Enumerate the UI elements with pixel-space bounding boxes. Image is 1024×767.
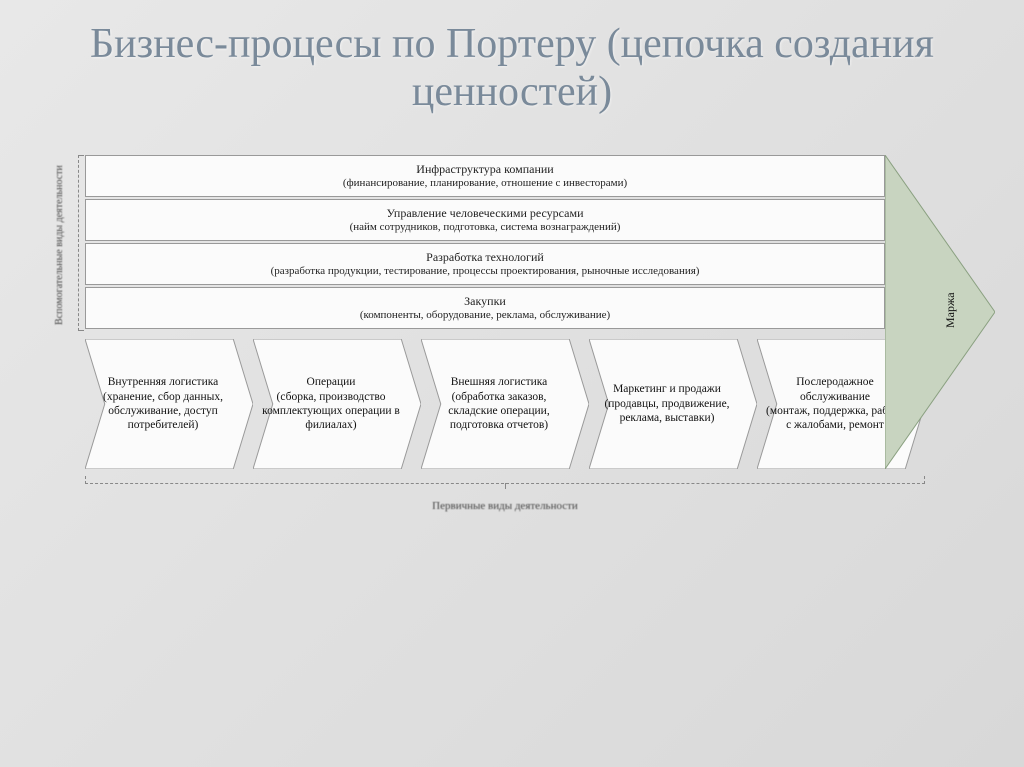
support-activities: Инфраструктура компании (финансирование,… [85, 155, 885, 331]
primary-outbound-logistics: Внешняя логистика (обработка заказов, ск… [421, 339, 589, 469]
bracket-left [78, 155, 84, 331]
primary-title: Операции [259, 375, 403, 389]
support-row-hr: Управление человеческими ресурсами (найм… [85, 199, 885, 241]
support-title: Разработка технологий [86, 250, 884, 264]
support-detail: (найм сотрудников, подготовка, система в… [86, 221, 884, 234]
slide-title: Бизнес-процесы по Портеру (цепочка созда… [0, 0, 1024, 127]
primary-detail: (хранение, сбор данных, обслуживание, до… [91, 390, 235, 433]
support-row-tech: Разработка технологий (разработка продук… [85, 243, 885, 285]
primary-inbound-logistics: Внутренняя логистика (хранение, сбор дан… [85, 339, 253, 469]
primary-title: Внешняя логистика [427, 375, 571, 389]
support-row-procurement: Закупки (компоненты, оборудование, рекла… [85, 287, 885, 329]
primary-detail: (обработка заказов, складские операции, … [427, 390, 571, 433]
support-title: Закупки [86, 294, 884, 308]
support-detail: (разработка продукции, тестирование, про… [86, 265, 884, 278]
primary-marketing: Маркетинг и продажи (продавцы, продвижен… [589, 339, 757, 469]
primary-title: Внутренняя логистика [91, 375, 235, 389]
margin-label: Маржа [943, 245, 961, 375]
primary-detail: (продавцы, продвижение, реклама, выставк… [595, 397, 739, 426]
support-detail: (финансирование, планирование, отношение… [86, 177, 884, 190]
support-row-infrastructure: Инфраструктура компании (финансирование,… [85, 155, 885, 197]
support-title: Управление человеческими ресурсами [86, 206, 884, 220]
margin-arrow [885, 155, 995, 469]
primary-activities: Внутренняя логистика (хранение, сбор дан… [85, 339, 925, 469]
support-detail: (компоненты, оборудование, реклама, обсл… [86, 309, 884, 322]
value-chain: Инфраструктура компании (финансирование,… [85, 155, 965, 485]
bracket-bottom [85, 476, 925, 484]
support-title: Инфраструктура компании [86, 162, 884, 176]
support-activities-label: Вспомогательные виды деятельности [55, 160, 75, 330]
primary-operations: Операции (сборка, производство комплекту… [253, 339, 421, 469]
primary-activities-label: Первичные виды деятельности [80, 500, 930, 512]
primary-title: Маркетинг и продажи [595, 382, 739, 396]
primary-detail: (сборка, производство комплектующих опер… [259, 390, 403, 433]
